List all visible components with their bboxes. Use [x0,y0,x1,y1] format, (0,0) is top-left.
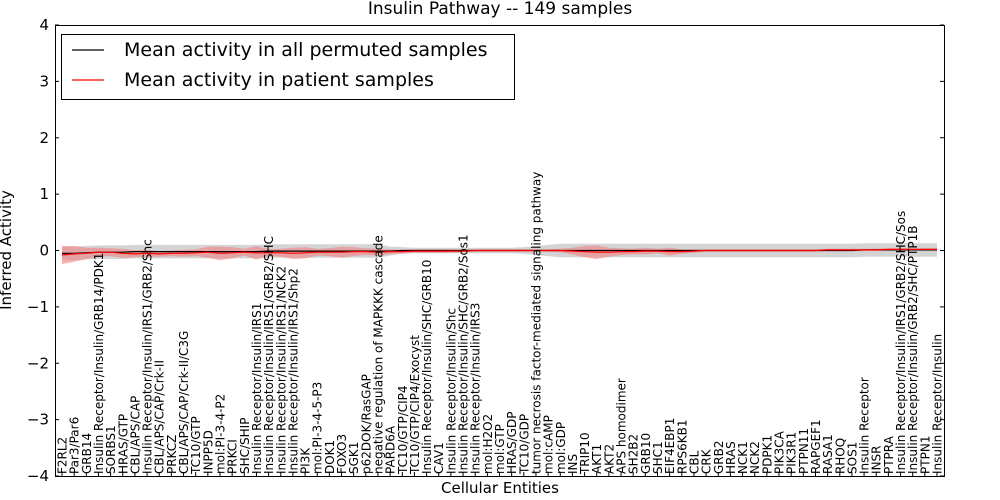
x-tick-label: PIK3R1 [785,432,799,474]
x-tick-label: HRAS/GTP [116,414,130,474]
x-tick-label: SHC1 [651,441,665,474]
x-tick-label: mol:GDP [554,422,568,474]
x-tick-label: APS homodimer [615,378,629,474]
x-tick-label: HRAS/GDP [505,412,519,475]
x-tick-label: mol:PI-3-4-P2 [214,394,228,474]
x-tick-label: PTPN1 [918,436,932,474]
x-tick-label: mol:PI-3-4-5-P3 [311,382,325,474]
x-tick-label: GRB2 [712,441,726,475]
y-tick-label: 2 [39,129,49,147]
x-tick-label: TC10/GTP/CIP4/Exocyst [408,335,422,475]
x-tick-label: SOS1 [845,442,859,474]
x-tick-label: TC10/GTP [189,416,203,475]
x-tick-label: HRAS [724,441,738,474]
x-tick-label: CBL [687,450,701,474]
x-tick-label: Insulin Receptor/Insulin/GRB2/SHC/PTP1B [906,226,920,475]
series-lines [61,248,937,256]
y-tick-label: −3 [27,411,49,429]
x-tick-label: negative regulation of MAPKKK cascade [372,235,386,474]
x-tick-label: SH2B2 [627,434,641,474]
x-tick-label: Insulin Receptor/Insulin/GRB14/PDK1 [92,253,106,474]
x-tick-label: SHC/SHIP [238,418,252,474]
x-tick-label: CBL/APS/CAP/Crk-II/C3G [177,331,191,474]
x-tick-label: PIK3CA [773,430,787,474]
legend: Mean activity in all permuted samples Me… [61,34,515,100]
x-tick-label: AKT2 [602,444,616,474]
y-tick-label: 0 [39,242,49,260]
x-tick-label: PRKCZ [165,435,179,474]
y-tick-label: 3 [39,72,49,90]
x-tick-label: FOXO3 [335,434,349,474]
x-tick-label: Insulin Receptor/Insulin/SHC/GRB2/Sos1 [457,234,471,474]
x-tick-label: PTPN11 [797,428,811,474]
x-tick-label: RAPGEF1 [809,419,823,474]
x-tick-label: Insulin Receptor/Insulin/IRS1/NCK2 [274,266,288,474]
bands [62,243,937,264]
x-tick-label: F2RL2 [56,437,70,474]
legend-box [61,34,515,100]
y-axis: −4 −3 −2 −1 0 1 2 3 4 [27,16,944,485]
x-tick-label: mol:cAMP [542,415,556,474]
x-tick-label: Insulin Receptor/Insulin/IRS1/GRB2/SHC/S… [894,211,908,474]
x-tick-label: GRB10 [639,433,653,474]
x-tick-label: Insulin Receptor/Insulin/Shc [444,308,458,474]
x-tick-label: Insulin Receptor/Insulin/SHC/GRB10 [420,260,434,474]
x-tick-label: INSR [870,445,884,473]
x-tick-label: NCK2 [748,441,762,474]
x-tick-label: PTPRA [882,435,896,474]
x-tick-label: CBL/APS/CAP/Crk-II [153,360,167,474]
x-tick-label: DOK1 [323,440,337,474]
x-tick-label: CAV1 [432,442,446,474]
x-axis-label: Cellular Entities [441,479,559,497]
x-tick-label: NCK1 [736,441,750,474]
x-tick-label: mol:H2O2 [481,414,495,474]
x-tick-label: Insulin Receptor/Insulin [931,334,945,474]
x-tick-label: Insulin Receptor [858,377,872,474]
x-tick-label: PI3K [299,447,313,474]
legend-label-patient: Mean activity in patient samples [124,69,434,91]
x-tick-label: TC10/GTP/CIP4 [396,385,410,475]
x-tick-label: SORBS1 [104,425,118,474]
x-tick-label: EIF4EBP1 [663,418,677,474]
x-tick-label: Insulin Receptor/Insulin/IRS1/GRB2/Shc [141,239,155,474]
y-tick-label: −4 [27,467,49,485]
x-tick-label: TC10/GDP [517,414,531,475]
series-line-1 [61,248,937,256]
x-tick-label: Insulin Receptor/Insulin/IRS1/Shp2 [286,268,300,474]
x-tick-label: GRB14 [80,433,94,474]
x-tick-label: PRKCI [226,439,240,474]
x-tick-label: INS [566,454,580,474]
x-tick-label: tumor necrosis factor-mediated signaling… [530,172,544,474]
x-tick-label: Insulin Receptor/Insulin/IRS1/GRB2/SHC [262,236,276,474]
x-tick-label: Par3/Par6 [68,417,82,474]
x-tick-label: RHOQ [833,438,847,474]
x-tick-label: PARD6A [384,425,398,474]
x-tick-label: TRIP10 [578,432,592,475]
x-tick-label: Insulin Receptor/Insulin/IRS3 [469,303,483,474]
chart-title: Insulin Pathway -- 149 samples [368,0,633,19]
x-tick-label: CBL/APS/CAP [128,396,142,474]
x-tick-label: RPS6KB1 [675,419,689,474]
x-tick-label: RASA1 [821,434,835,474]
y-tick-label: 1 [39,185,49,203]
y-tick-label: 4 [39,16,49,34]
x-tick-label: INPP5D [201,430,215,474]
x-tick-label: SGK1 [347,442,361,474]
x-tick-label: AKT1 [590,444,604,474]
legend-label-permuted: Mean activity in all permuted samples [124,39,487,61]
x-tick-label: Insulin Receptor/Insulin/IRS1 [250,303,264,474]
x-tick-label: mol:GTP [493,424,507,474]
x-tick-label: p62DOK/RasGAP [359,374,373,474]
y-tick-label: −1 [27,298,49,316]
y-axis-label: Inferred Activity [0,190,15,310]
x-tick-label: CRK [700,448,714,474]
x-tick-label: PDPK1 [760,435,774,474]
y-tick-label: −2 [27,354,49,372]
